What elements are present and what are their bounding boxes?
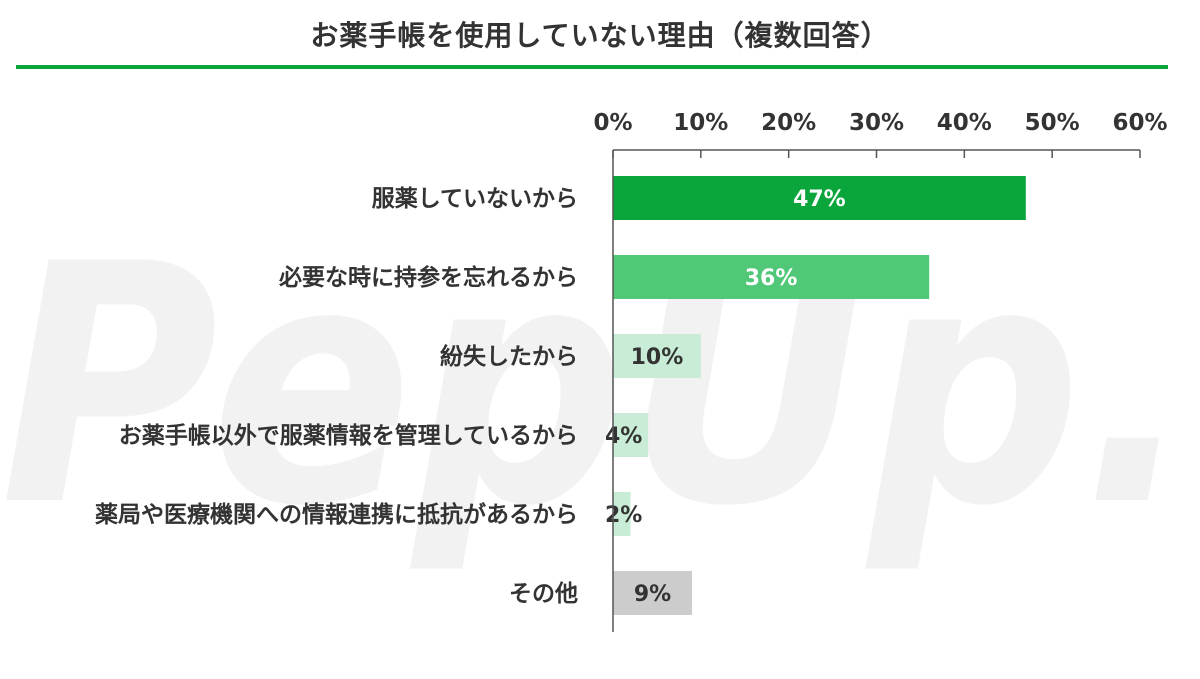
x-tick-label: 30%	[849, 110, 904, 136]
category-label: 必要な時に持参を忘れるから	[279, 264, 578, 291]
x-tick-label: 10%	[673, 110, 728, 136]
data-label: 47%	[793, 187, 846, 212]
x-tick-label: 20%	[761, 110, 816, 136]
data-label: 4%	[605, 424, 642, 449]
x-tick-label: 40%	[937, 110, 992, 136]
category-labels: 服薬していないから必要な時に持参を忘れるから紛失したからお薬手帳以外で服薬情報を…	[95, 186, 578, 607]
watermark-text: PepUp.	[0, 194, 1195, 578]
bar	[613, 176, 1026, 220]
category-label: 紛失したから	[440, 343, 578, 370]
category-label: 薬局や医療機関への情報連携に抵抗があるから	[95, 501, 578, 528]
x-tick-label: 0%	[593, 110, 632, 136]
x-tick-label: 60%	[1112, 110, 1167, 136]
bar	[613, 492, 631, 536]
x-axis-ticks: 0% 10% 20% 30% 40% 50% 60%	[593, 110, 1167, 136]
bar	[613, 255, 930, 299]
bar	[613, 334, 701, 378]
category-label: その他	[509, 581, 578, 607]
category-label: 服薬していないから	[372, 186, 578, 212]
bar	[613, 571, 693, 615]
data-label: 10%	[631, 345, 684, 370]
bar	[613, 413, 649, 457]
bars: 47% 36% 10% 4% 2% 9%	[605, 176, 1026, 615]
data-label: 9%	[634, 582, 671, 607]
x-tick-label: 50%	[1025, 110, 1080, 136]
category-label: お薬手帳以外で服薬情報を管理しているから	[119, 422, 578, 449]
data-label: 36%	[745, 266, 798, 291]
chart-title: お薬手帳を使用していない理由（複数回答）	[310, 19, 890, 52]
data-label: 2%	[605, 503, 642, 528]
axes	[612, 149, 1141, 632]
title-underline	[16, 65, 1168, 69]
